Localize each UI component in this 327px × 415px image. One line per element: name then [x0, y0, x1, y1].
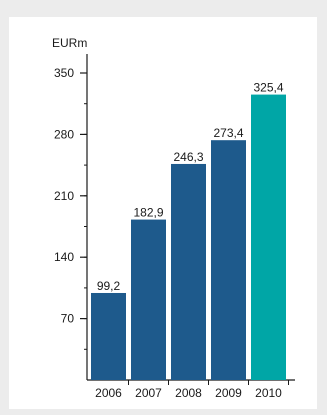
x-tick-label-2007: 2007	[135, 386, 162, 400]
bar-2008	[171, 163, 206, 380]
value-label-2009: 273,4	[213, 126, 243, 140]
value-label-2010: 325,4	[253, 81, 283, 95]
y-tick-label: 140	[54, 250, 74, 264]
value-label-2007: 182,9	[133, 206, 163, 220]
labels-layer: 99,2 2006 182,9 2007 246,3 2008 273,4 2009 325,4…	[95, 81, 284, 400]
x-tick-label-2006: 2006	[95, 386, 122, 400]
bar-2009	[211, 140, 246, 380]
bars-layer	[91, 94, 286, 381]
y-tick-label: 210	[54, 189, 74, 203]
x-tick-label-2010: 2010	[255, 386, 282, 400]
y-tick-label: 350	[54, 66, 74, 80]
bar-2007	[131, 219, 166, 380]
x-tick-label-2008: 2008	[175, 386, 202, 400]
x-tick-label-2009: 2009	[215, 386, 242, 400]
value-label-2006: 99,2	[97, 279, 121, 293]
bar-2006	[91, 292, 126, 380]
bar-2010	[251, 94, 286, 381]
y-tick-label: 70	[61, 312, 75, 326]
value-label-2008: 246,3	[173, 150, 203, 164]
y-tick-label: 280	[54, 127, 74, 141]
y-axis-unit-label: EURm	[52, 36, 88, 50]
